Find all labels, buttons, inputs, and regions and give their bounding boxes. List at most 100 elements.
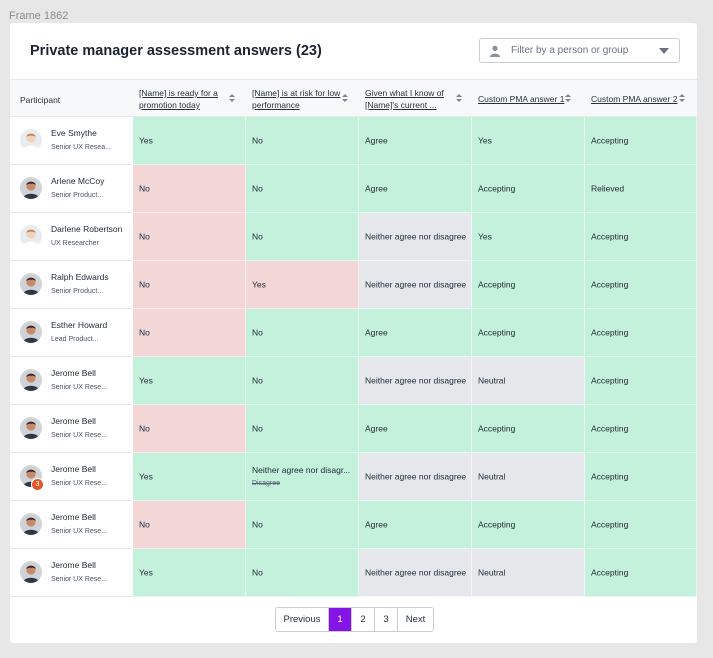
table-row[interactable]: Eve Smythe Senior UX Resea... Yes No Agree Ye… bbox=[10, 117, 697, 165]
answer-cell-risk[interactable]: No bbox=[246, 549, 359, 597]
previous-page-button[interactable]: Previous bbox=[276, 608, 329, 631]
answer-cell-promo[interactable]: Yes bbox=[133, 117, 246, 165]
answer-cell-risk[interactable]: No bbox=[246, 117, 359, 165]
answer-cell-promo[interactable]: No bbox=[133, 309, 246, 357]
answer-text: Accepting bbox=[478, 423, 516, 433]
table-row[interactable]: Jerome Bell Senior UX Rese... Yes No Neither… bbox=[10, 549, 697, 597]
answer-cell-pma2[interactable]: Relieved bbox=[585, 165, 697, 213]
answer-text: Yes bbox=[139, 567, 153, 577]
column-header-risk[interactable]: [Name] is at risk for low performance bbox=[246, 80, 359, 118]
answer-cell-pma1[interactable]: Accepting bbox=[472, 165, 585, 213]
answer-cell-pma1[interactable]: Accepting bbox=[472, 501, 585, 549]
answer-cell-pma1[interactable]: Yes bbox=[472, 117, 585, 165]
answer-cell-pma1[interactable]: Neutral bbox=[472, 453, 585, 501]
column-header-pma2[interactable]: Custom PMA answer 2 bbox=[585, 80, 697, 118]
participant-cell[interactable]: Esther Howard Lead Product... bbox=[10, 309, 133, 357]
answer-text-wrap: No bbox=[252, 374, 354, 387]
answer-cell-pma1[interactable]: Accepting bbox=[472, 261, 585, 309]
answer-cell-risk[interactable]: Neither agree nor disagr... Disagree bbox=[246, 453, 359, 501]
participant-cell[interactable]: Jerome Bell Senior UX Rese... bbox=[10, 501, 133, 549]
answer-cell-promo[interactable]: Yes bbox=[133, 549, 246, 597]
answer-cell-pma2[interactable]: Accepting bbox=[585, 213, 697, 261]
page-button-3[interactable]: 3 bbox=[375, 608, 398, 631]
answer-cell-promo[interactable]: Yes bbox=[133, 453, 246, 501]
participant-cell[interactable]: Eve Smythe Senior UX Resea... bbox=[10, 117, 133, 165]
avatar bbox=[20, 225, 42, 247]
answer-text-wrap: Neutral bbox=[478, 470, 580, 483]
column-header-participant: Participant bbox=[10, 80, 133, 118]
answer-cell-promo[interactable]: No bbox=[133, 165, 246, 213]
answer-cell-pma2[interactable]: Accepting bbox=[585, 549, 697, 597]
answer-cell-pma2[interactable]: Accepting bbox=[585, 501, 697, 549]
answer-text: No bbox=[252, 567, 263, 577]
participant-cell[interactable]: 3 Jerome Bell Senior UX Rese... bbox=[10, 453, 133, 501]
answer-cell-pma1[interactable]: Neutral bbox=[472, 549, 585, 597]
participant-cell[interactable]: Jerome Bell Senior UX Rese... bbox=[10, 549, 133, 597]
answer-cell-promo[interactable]: No bbox=[133, 213, 246, 261]
answer-cell-pma1[interactable]: Neutral bbox=[472, 357, 585, 405]
answer-cell-pma2[interactable]: Accepting bbox=[585, 261, 697, 309]
answer-cell-risk[interactable]: No bbox=[246, 165, 359, 213]
answer-cell-risk[interactable]: No bbox=[246, 309, 359, 357]
answer-cell-given[interactable]: Neither agree nor disagree bbox=[359, 213, 472, 261]
column-header-pma1[interactable]: Custom PMA answer 1 bbox=[472, 80, 585, 118]
answer-cell-promo[interactable]: Yes bbox=[133, 357, 246, 405]
answer-cell-given[interactable]: Neither agree nor disagree bbox=[359, 549, 472, 597]
sort-icon[interactable] bbox=[229, 94, 236, 104]
table-row[interactable]: Darlene Robertson UX Researcher No No Neithe… bbox=[10, 213, 697, 261]
answer-text: Accepting bbox=[591, 327, 629, 337]
avatar bbox=[20, 513, 42, 535]
answer-cell-given[interactable]: Neither agree nor disagree bbox=[359, 453, 472, 501]
answer-text-wrap: No bbox=[139, 326, 241, 339]
participant-cell[interactable]: Darlene Robertson UX Researcher bbox=[10, 213, 133, 261]
answer-cell-pma2[interactable]: Accepting bbox=[585, 309, 697, 357]
answer-cell-pma2[interactable]: Accepting bbox=[585, 405, 697, 453]
table-row[interactable]: Arlene McCoy Senior Product... No No Agree Ac… bbox=[10, 165, 697, 213]
sort-icon[interactable] bbox=[565, 94, 572, 104]
answer-cell-risk[interactable]: No bbox=[246, 405, 359, 453]
answer-cell-promo[interactable]: No bbox=[133, 261, 246, 309]
participant-cell[interactable]: Jerome Bell Senior UX Rese... bbox=[10, 357, 133, 405]
answer-cell-given[interactable]: Neither agree nor disagree bbox=[359, 261, 472, 309]
answer-text: Accepting bbox=[591, 423, 629, 433]
participant-cell[interactable]: Arlene McCoy Senior Product... bbox=[10, 165, 133, 213]
filter-dropdown[interactable]: Filter by a person or group bbox=[479, 38, 680, 63]
next-page-button[interactable]: Next bbox=[398, 608, 433, 631]
answer-cell-given[interactable]: Neither agree nor disagree bbox=[359, 357, 472, 405]
page-button-1[interactable]: 1 bbox=[329, 608, 352, 631]
participant-cell[interactable]: Ralph Edwards Senior Product... bbox=[10, 261, 133, 309]
page-button-2[interactable]: 2 bbox=[352, 608, 375, 631]
answer-cell-pma1[interactable]: Yes bbox=[472, 213, 585, 261]
sort-icon[interactable] bbox=[456, 94, 463, 104]
answer-cell-given[interactable]: Agree bbox=[359, 117, 472, 165]
answer-cell-risk[interactable]: No bbox=[246, 357, 359, 405]
answer-text: No bbox=[252, 183, 263, 193]
answer-cell-pma1[interactable]: Accepting bbox=[472, 309, 585, 357]
answer-cell-promo[interactable]: No bbox=[133, 501, 246, 549]
answer-cell-risk[interactable]: Yes bbox=[246, 261, 359, 309]
answer-text: Neutral bbox=[478, 471, 506, 481]
answer-cell-risk[interactable]: No bbox=[246, 501, 359, 549]
table-row[interactable]: Esther Howard Lead Product... No No Agree Acc… bbox=[10, 309, 697, 357]
column-header-label: Custom PMA answer 2 bbox=[591, 93, 677, 105]
answer-cell-given[interactable]: Agree bbox=[359, 405, 472, 453]
answer-cell-given[interactable]: Agree bbox=[359, 501, 472, 549]
table-row[interactable]: 3 Jerome Bell Senior UX Rese... Yes Neither … bbox=[10, 453, 697, 501]
column-header-given[interactable]: Given what I know of [Name]'s current ... bbox=[359, 80, 472, 118]
sort-icon[interactable] bbox=[342, 94, 349, 104]
column-header-promo[interactable]: [Name] is ready for a promotion today bbox=[133, 80, 246, 118]
table-row[interactable]: Jerome Bell Senior UX Rese... No No Agree Acc… bbox=[10, 405, 697, 453]
table-row[interactable]: Ralph Edwards Senior Product... No Yes Neith… bbox=[10, 261, 697, 309]
sort-icon[interactable] bbox=[679, 94, 686, 104]
answer-cell-promo[interactable]: No bbox=[133, 405, 246, 453]
answer-cell-risk[interactable]: No bbox=[246, 213, 359, 261]
table-row[interactable]: Jerome Bell Senior UX Rese... No No Agree Acc… bbox=[10, 501, 697, 549]
answer-cell-pma1[interactable]: Accepting bbox=[472, 405, 585, 453]
table-row[interactable]: Jerome Bell Senior UX Rese... Yes No Neither… bbox=[10, 357, 697, 405]
participant-cell[interactable]: Jerome Bell Senior UX Rese... bbox=[10, 405, 133, 453]
answer-cell-pma2[interactable]: Accepting bbox=[585, 117, 697, 165]
answer-cell-given[interactable]: Agree bbox=[359, 165, 472, 213]
answer-cell-pma2[interactable]: Accepting bbox=[585, 453, 697, 501]
answer-cell-pma2[interactable]: Accepting bbox=[585, 357, 697, 405]
answer-cell-given[interactable]: Agree bbox=[359, 309, 472, 357]
